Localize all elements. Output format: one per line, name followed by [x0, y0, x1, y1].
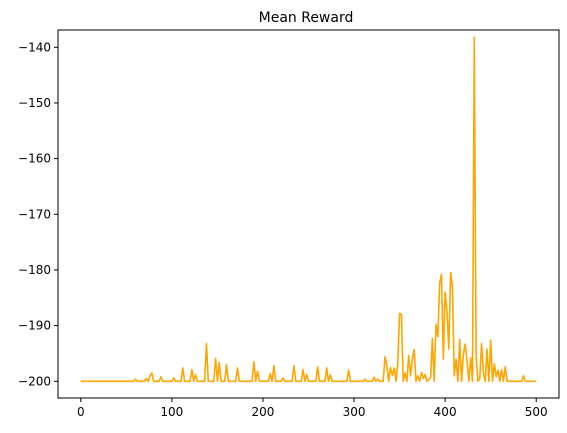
- y-tick-label: −150: [18, 96, 51, 110]
- x-tick-label: 500: [525, 405, 548, 419]
- plot-area: [80, 36, 537, 383]
- chart-title: Mean Reward: [259, 10, 354, 26]
- y-tick-label: −190: [18, 319, 51, 333]
- x-tick-label: 0: [77, 405, 85, 419]
- y-tick-label: −160: [18, 152, 51, 166]
- y-tick-label: −180: [18, 263, 51, 277]
- x-tick-label: 100: [160, 405, 183, 419]
- axis-ticks: 0 100 200 300 400 500 −200 −190 −180 −170 −160 −150…: [18, 40, 548, 419]
- x-tick-label: 400: [434, 405, 457, 419]
- y-tick-label: −200: [18, 374, 51, 388]
- x-tick-label: 200: [252, 405, 275, 419]
- y-tick-label: −170: [18, 207, 51, 221]
- series-line-0: [80, 36, 537, 383]
- axes-frame: [57, 29, 560, 399]
- y-tick-label: −140: [18, 40, 51, 54]
- x-tick-label: 300: [343, 405, 366, 419]
